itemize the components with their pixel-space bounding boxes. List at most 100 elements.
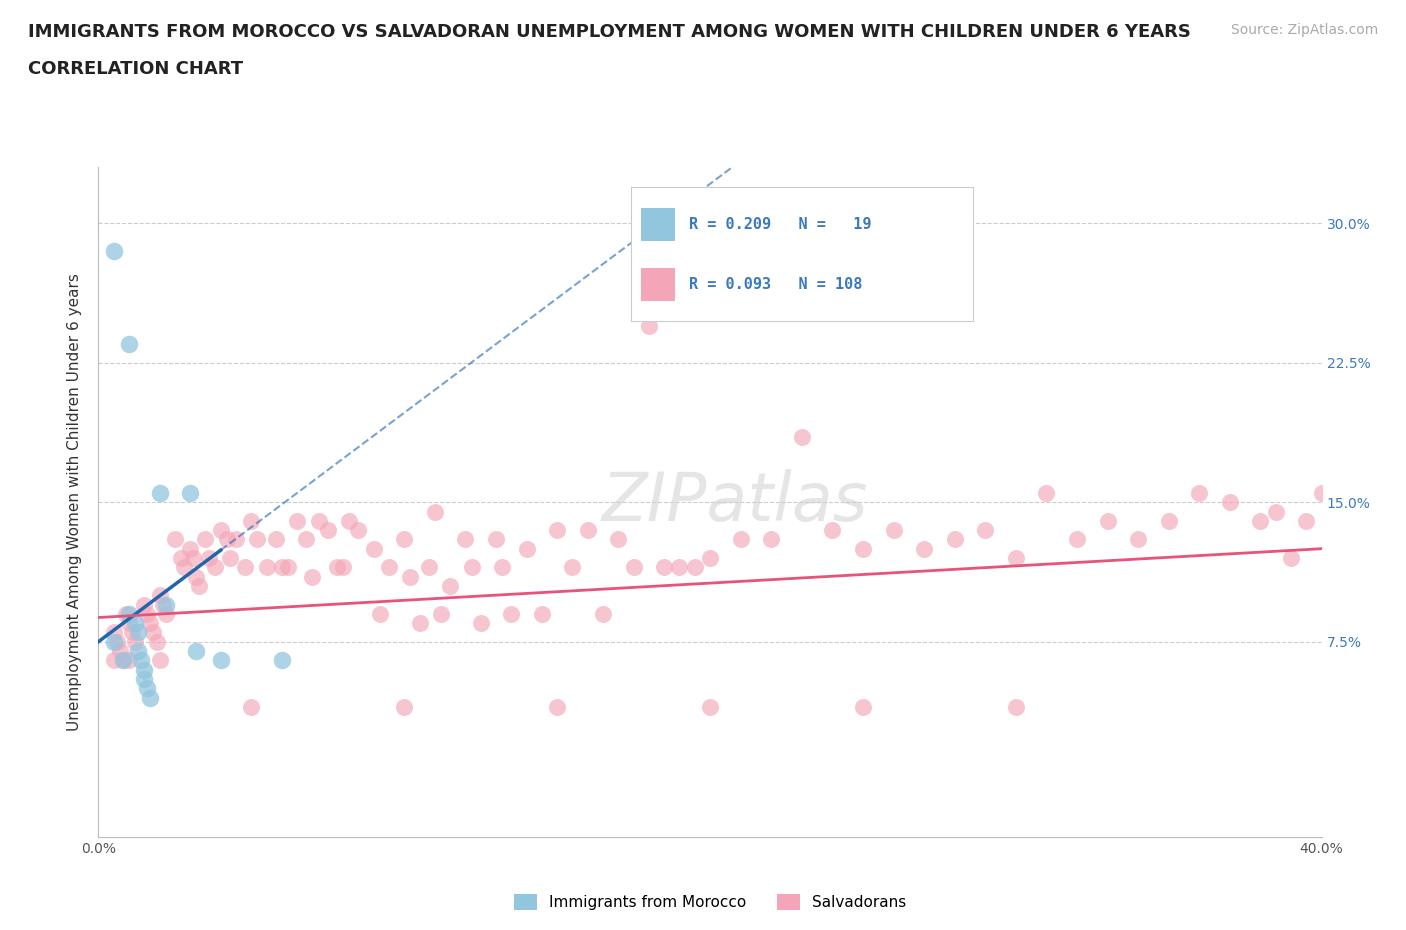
Point xyxy=(530,606,553,621)
Point xyxy=(134,671,156,686)
Point xyxy=(149,485,172,500)
Point xyxy=(270,560,292,575)
Point xyxy=(759,532,782,547)
Point xyxy=(561,560,583,575)
Point xyxy=(852,699,875,714)
Point xyxy=(1188,485,1211,500)
Legend: Immigrants from Morocco, Salvadorans: Immigrants from Morocco, Salvadorans xyxy=(508,888,912,916)
Point xyxy=(149,653,172,668)
Point xyxy=(1157,513,1180,528)
Point xyxy=(204,560,226,575)
Point xyxy=(699,551,721,565)
Point xyxy=(316,523,339,538)
Point xyxy=(392,699,416,714)
Point xyxy=(1035,485,1057,500)
Point xyxy=(592,606,614,621)
Point xyxy=(852,541,875,556)
Point xyxy=(118,653,141,668)
Point xyxy=(240,513,263,528)
Point xyxy=(392,532,416,547)
Point xyxy=(1249,513,1271,528)
Point xyxy=(1264,504,1286,519)
Point xyxy=(118,606,141,621)
Point xyxy=(103,653,125,668)
Point xyxy=(270,653,292,668)
Point xyxy=(186,569,208,584)
Point xyxy=(105,634,128,649)
Point xyxy=(408,616,430,631)
Point xyxy=(399,569,422,584)
Point xyxy=(485,532,508,547)
Point xyxy=(170,551,193,565)
Point xyxy=(347,523,370,538)
Y-axis label: Unemployment Among Women with Children Under 6 years: Unemployment Among Women with Children U… xyxy=(67,273,83,731)
Point xyxy=(576,523,599,538)
Text: IMMIGRANTS FROM MOROCCO VS SALVADORAN UNEMPLOYMENT AMONG WOMEN WITH CHILDREN UND: IMMIGRANTS FROM MOROCCO VS SALVADORAN UN… xyxy=(28,23,1191,41)
Text: Source: ZipAtlas.com: Source: ZipAtlas.com xyxy=(1230,23,1378,37)
Point xyxy=(127,625,149,640)
Text: ZIPatlas: ZIPatlas xyxy=(602,470,868,535)
Point xyxy=(127,644,149,658)
Point xyxy=(194,532,217,547)
Point xyxy=(233,560,256,575)
Text: CORRELATION CHART: CORRELATION CHART xyxy=(28,60,243,78)
Point xyxy=(1219,495,1241,510)
Point xyxy=(215,532,238,547)
Point xyxy=(821,523,844,538)
Point xyxy=(295,532,318,547)
Point xyxy=(423,504,446,519)
Point xyxy=(790,430,813,445)
Point xyxy=(1295,513,1317,528)
Point xyxy=(139,690,162,705)
Point xyxy=(163,532,186,547)
Point xyxy=(430,606,453,621)
Point xyxy=(1310,485,1333,500)
Point xyxy=(301,569,323,584)
Point xyxy=(491,560,513,575)
Point xyxy=(683,560,706,575)
Point xyxy=(256,560,278,575)
Point xyxy=(136,606,159,621)
Point xyxy=(470,616,492,631)
Point xyxy=(225,532,247,547)
Point xyxy=(134,597,156,612)
Point xyxy=(103,244,125,259)
Point xyxy=(111,653,134,668)
Point xyxy=(637,318,661,333)
Point xyxy=(516,541,538,556)
Point xyxy=(652,560,675,575)
Point xyxy=(332,560,354,575)
Point xyxy=(197,551,219,565)
Point xyxy=(378,560,401,575)
Point xyxy=(118,616,141,631)
Point xyxy=(1128,532,1150,547)
Point xyxy=(246,532,269,547)
Point xyxy=(337,513,360,528)
Point xyxy=(1097,513,1119,528)
Point xyxy=(124,616,146,631)
Point xyxy=(1004,699,1026,714)
Point xyxy=(111,653,134,668)
Point xyxy=(326,560,349,575)
Point xyxy=(368,606,391,621)
Point xyxy=(730,532,752,547)
Point xyxy=(912,541,935,556)
Point xyxy=(1004,551,1026,565)
Point xyxy=(145,634,167,649)
Point xyxy=(103,634,125,649)
Point xyxy=(139,616,162,631)
Point xyxy=(129,653,152,668)
Point xyxy=(285,513,308,528)
Point xyxy=(121,625,143,640)
Point xyxy=(308,513,330,528)
Point xyxy=(460,560,482,575)
Point xyxy=(186,644,208,658)
Point xyxy=(607,532,630,547)
Point xyxy=(439,578,461,593)
Point xyxy=(943,532,966,547)
Point xyxy=(209,523,232,538)
Point xyxy=(623,560,645,575)
Point xyxy=(152,597,174,612)
Point xyxy=(134,662,156,677)
Point xyxy=(699,699,721,714)
